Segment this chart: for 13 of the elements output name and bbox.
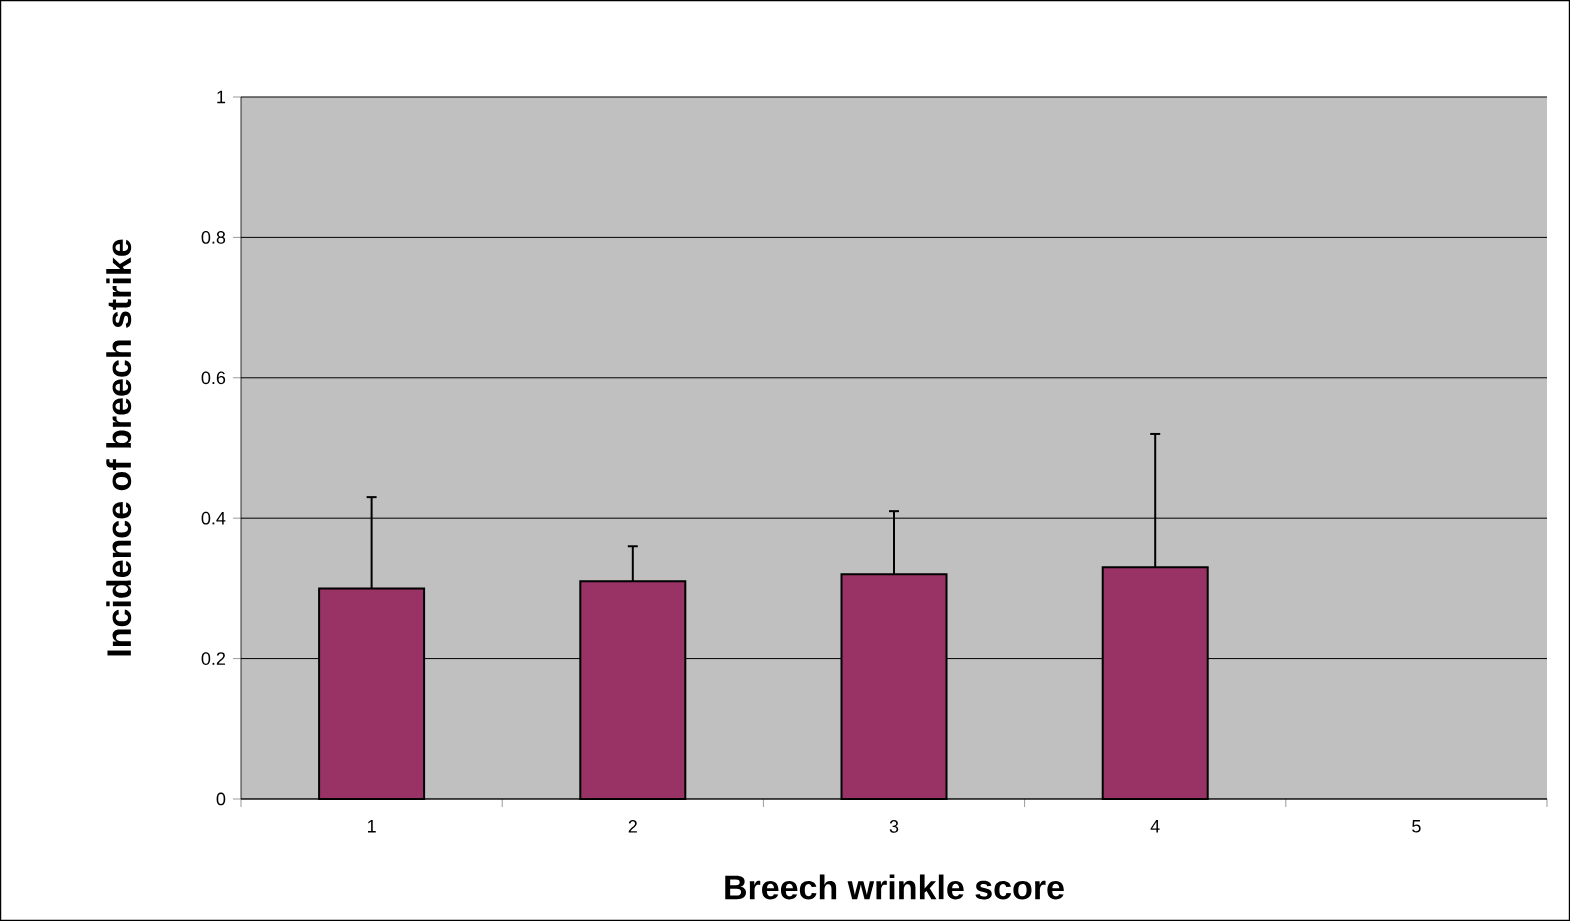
y-tick-label: 0.2 bbox=[201, 652, 226, 665]
x-tick-label: 1 bbox=[367, 820, 376, 833]
y-tick-label: 0.4 bbox=[201, 511, 226, 525]
y-tick-label: 1 bbox=[217, 90, 226, 104]
y-axis-title: Incidence of breech strike bbox=[106, 239, 132, 656]
x-tick-label: 3 bbox=[889, 820, 899, 833]
y-tick-label: 0.6 bbox=[201, 371, 226, 385]
y-tick-label: 0 bbox=[216, 792, 226, 806]
x-tick-label: 5 bbox=[1412, 820, 1421, 833]
x-axis-title: Breech wrinkle score bbox=[725, 874, 1064, 900]
x-tick-label: 4 bbox=[1150, 820, 1160, 833]
x-tick-label: 2 bbox=[628, 820, 637, 833]
y-tick-label: 0.8 bbox=[201, 231, 226, 244]
